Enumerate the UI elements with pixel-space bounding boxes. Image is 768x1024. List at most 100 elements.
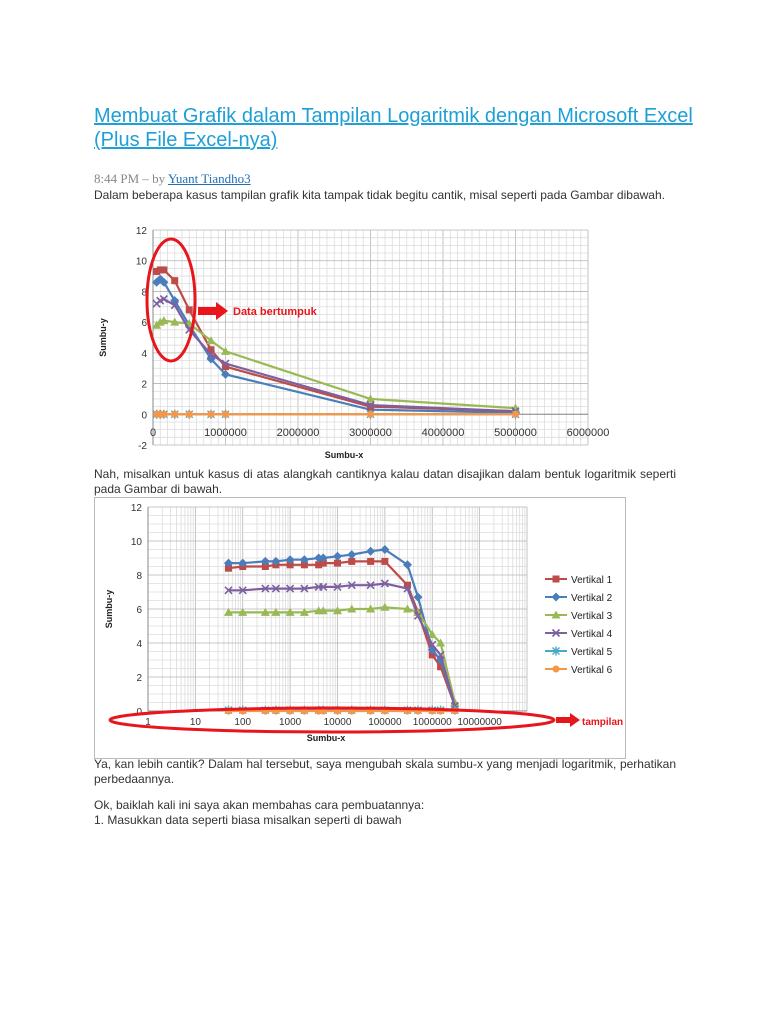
legend-item: Vertikal 2 xyxy=(545,592,613,604)
data-point xyxy=(286,561,294,569)
data-point xyxy=(260,556,270,566)
data-point xyxy=(347,581,356,590)
data-point xyxy=(402,604,412,613)
data-point xyxy=(238,558,248,568)
data-point xyxy=(428,651,436,659)
data-point xyxy=(366,546,376,556)
data-point xyxy=(366,581,375,590)
data-point xyxy=(300,584,309,593)
data-point xyxy=(285,607,295,616)
data-point xyxy=(348,557,356,565)
article-title[interactable]: Membuat Grafik dalam Tampilan Logaritmik… xyxy=(94,104,714,152)
y-tick-label: 8 xyxy=(141,287,147,298)
x-tick-label: 6000000 xyxy=(567,427,610,439)
data-point xyxy=(333,551,342,561)
x-tick-labels: 0 1000000 2000000 3000000 4000000 5000000 6000… xyxy=(150,427,609,439)
x-tick-label: 10000 xyxy=(324,717,352,728)
x-tick-labels: 1 10 100 1000 10000 100000 1000000 10000000 xyxy=(145,717,502,728)
y-tick-label: 10 xyxy=(131,537,143,548)
data-point xyxy=(159,295,168,304)
data-point xyxy=(207,410,215,418)
x-tick-label: 1000000 xyxy=(413,717,452,728)
series-vertikal-2 xyxy=(223,545,460,711)
data-point xyxy=(367,410,374,418)
data-point xyxy=(427,630,437,638)
legend-swatch-marker xyxy=(551,592,561,602)
data-point xyxy=(153,267,161,275)
y-tick-label: 2 xyxy=(141,380,147,391)
x-tick-label: 100 xyxy=(234,717,251,728)
data-point xyxy=(318,553,328,563)
legend-item: Vertikal 1 xyxy=(545,575,613,586)
x-axis-label: Sumbu-x xyxy=(307,733,346,743)
legend-item: Vertikal 5 xyxy=(545,646,613,658)
data-point xyxy=(319,559,327,567)
data-point xyxy=(413,611,423,620)
data-point xyxy=(381,557,389,565)
y-tick-label: 10 xyxy=(136,257,148,268)
y-axis-label: Sumbu-y xyxy=(98,318,108,357)
x-tick-label: 3000000 xyxy=(349,427,392,439)
data-point xyxy=(367,403,374,411)
data-point xyxy=(156,266,164,274)
y-tick-labels: 0 2 4 6 8 10 12 xyxy=(131,503,143,718)
legend-swatch-marker xyxy=(551,610,561,619)
data-point xyxy=(347,604,357,613)
article-title-link[interactable]: Membuat Grafik dalam Tampilan Logaritmik… xyxy=(94,105,693,151)
data-point xyxy=(170,317,180,326)
legend-label: Vertikal 3 xyxy=(571,611,613,622)
data-point xyxy=(334,559,341,567)
data-point xyxy=(224,564,232,572)
legend-label: Vertikal 6 xyxy=(571,665,613,676)
data-point xyxy=(221,359,230,368)
post-time: 8:44 PM xyxy=(94,171,140,186)
data-point xyxy=(333,606,342,615)
data-point xyxy=(238,586,247,595)
y-tick-label: 8 xyxy=(136,571,142,582)
paragraph-3: Ya, kan lebih cantik? Dalam hal tersebut… xyxy=(94,757,676,786)
data-point xyxy=(427,645,437,655)
data-point xyxy=(300,561,308,569)
data-point xyxy=(380,545,390,554)
x-tick-label: 100000 xyxy=(368,717,402,728)
comment-count-link[interactable]: 3 xyxy=(244,171,251,186)
legend: Vertikal 1 Vertikal 2 Vertikal 3 Vertikal 4… xyxy=(545,575,613,676)
data-point xyxy=(271,607,281,616)
legend-swatch-marker xyxy=(551,628,561,638)
paragraph-1: Dalam beberapa kasus tampilan grafik kit… xyxy=(94,188,665,202)
post-meta: 8:44 PM – by Yuant Tiandho3 xyxy=(94,171,251,187)
data-point xyxy=(159,277,169,287)
y-tick-label: -2 xyxy=(138,441,147,452)
data-point xyxy=(206,350,216,359)
data-point xyxy=(206,336,216,345)
x-axis-label: Sumbu-x xyxy=(325,450,364,460)
series-vertikal-4 xyxy=(224,579,459,710)
data-point xyxy=(333,582,342,591)
data-point xyxy=(402,560,412,570)
data-point xyxy=(318,606,328,615)
data-point xyxy=(436,650,445,659)
legend-label: Vertikal 2 xyxy=(571,593,613,604)
legend-label: Vertikal 4 xyxy=(571,629,613,640)
data-point xyxy=(261,563,269,570)
annotation-text: tampilan logaritmik xyxy=(582,717,626,728)
data-point xyxy=(261,584,270,593)
data-point xyxy=(403,584,412,593)
data-point xyxy=(185,410,193,418)
data-point xyxy=(171,410,179,418)
data-point xyxy=(347,550,357,560)
author-link[interactable]: Yuant Tiandho xyxy=(167,171,245,186)
data-point xyxy=(314,553,324,563)
data-point xyxy=(221,346,230,355)
x-tick-label: 10000000 xyxy=(457,717,502,728)
data-point xyxy=(380,579,389,588)
data-point xyxy=(224,586,233,595)
data-point xyxy=(367,557,375,565)
paragraph-2: Nah, misalkan untuk kasus di atas alangk… xyxy=(94,467,676,496)
legend-swatch-marker xyxy=(552,646,560,656)
data-point xyxy=(160,266,168,274)
data-point xyxy=(366,401,375,410)
x-tick-label: 2000000 xyxy=(277,427,320,439)
data-point xyxy=(207,346,215,354)
